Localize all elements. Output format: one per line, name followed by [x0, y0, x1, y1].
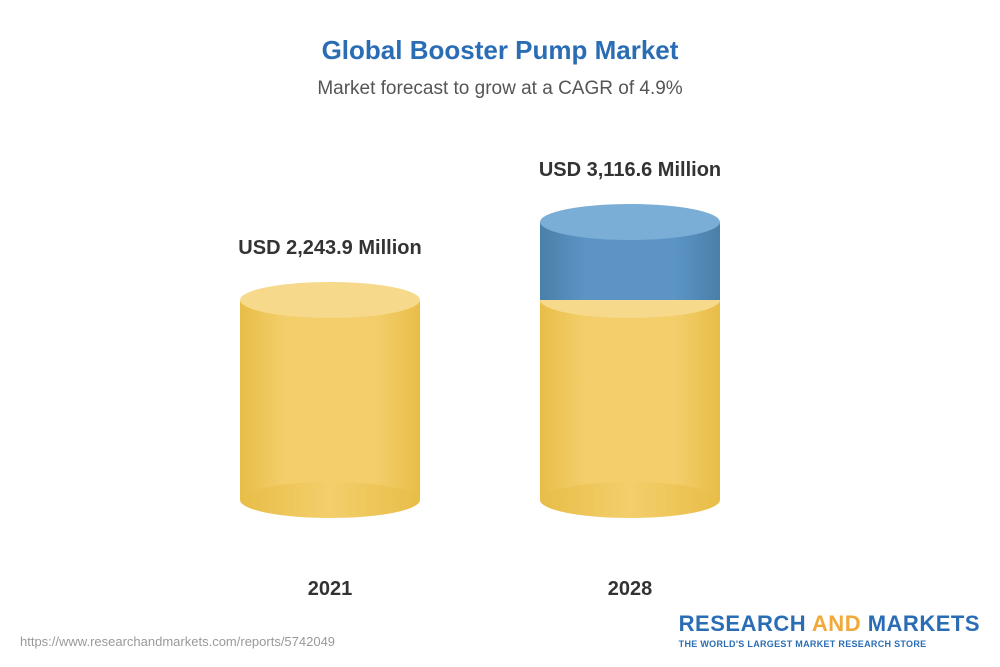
logo-tagline: THE WORLD'S LARGEST MARKET RESEARCH STOR… [679, 639, 980, 649]
cylinder-body [540, 204, 720, 518]
cylinder-bottom [540, 482, 720, 518]
source-url: https://www.researchandmarkets.com/repor… [20, 634, 335, 649]
logo-word2: AND [812, 611, 861, 636]
category-label: 2021 [240, 578, 420, 601]
chart-area: USD 2,243.9 Million2021USD 3,116.6 Milli… [0, 140, 1000, 560]
cylinder-top [240, 282, 420, 318]
chart-container: Global Booster Pump Market Market foreca… [0, 0, 1000, 667]
cylinder-top [540, 204, 720, 240]
cylinder-bottom [240, 482, 420, 518]
value-label: USD 3,116.6 Million [500, 159, 760, 182]
logo: RESEARCH AND MARKETS THE WORLD'S LARGEST… [679, 611, 980, 649]
cylinder-segment [240, 300, 420, 500]
value-label: USD 2,243.9 Million [200, 237, 460, 260]
cylinder-segment [540, 300, 720, 500]
logo-text: RESEARCH AND MARKETS [679, 611, 980, 637]
footer: https://www.researchandmarkets.com/repor… [20, 611, 980, 649]
cylinder-body [240, 282, 420, 518]
logo-word1: RESEARCH [679, 611, 806, 636]
chart-title: Global Booster Pump Market [0, 35, 1000, 66]
logo-word3: MARKETS [868, 611, 980, 636]
category-label: 2028 [540, 578, 720, 601]
chart-subtitle: Market forecast to grow at a CAGR of 4.9… [0, 78, 1000, 100]
